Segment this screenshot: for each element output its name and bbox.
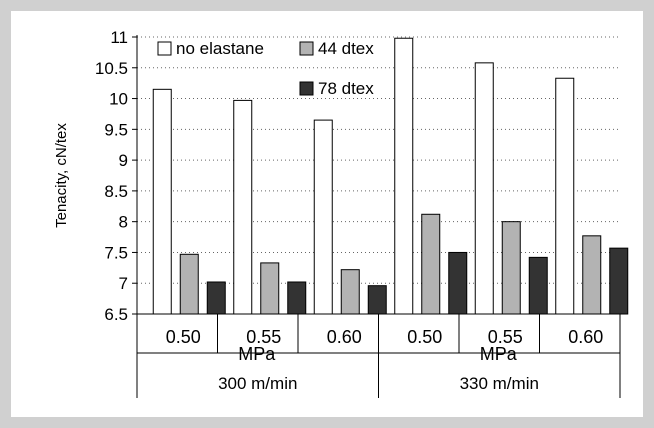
category-label: 0.60 (568, 327, 603, 347)
y-tick-label: 11 (110, 28, 128, 47)
category-label: 0.60 (327, 327, 362, 347)
category-label: 0.55 (488, 327, 523, 347)
y-tick-label: 9 (119, 151, 128, 170)
group-label: 330 m/min (460, 374, 539, 393)
bar-44-dtex (260, 262, 280, 315)
bar-78-dtex (448, 251, 468, 315)
legend-label: 44 dtex (318, 39, 374, 58)
bar-78-dtex (609, 247, 629, 315)
bar-no-elastane (152, 88, 172, 315)
bar-78-dtex (206, 281, 226, 315)
group-label: 300 m/min (218, 374, 297, 393)
y-tick-label: 9.5 (104, 120, 128, 139)
category-label: 0.50 (166, 327, 201, 347)
category-label: 0.50 (407, 327, 442, 347)
y-tick-label: 7.5 (104, 243, 128, 262)
legend-swatch (299, 41, 314, 56)
y-tick-label: 8 (119, 213, 128, 232)
category-unit-label: MPa (238, 344, 276, 364)
bar-78-dtex (287, 281, 307, 315)
bar-44-dtex (582, 235, 602, 315)
bar-44-dtex (179, 253, 199, 315)
legend-swatch (299, 81, 314, 96)
legend-swatch (157, 41, 172, 56)
bar-no-elastane (313, 119, 333, 315)
y-tick-label: 10.5 (95, 59, 128, 78)
legend-label: no elastane (176, 39, 264, 58)
y-tick-label: 7 (119, 274, 128, 293)
bar-no-elastane (555, 77, 575, 315)
bar-no-elastane (233, 99, 253, 315)
y-tick-label: 8.5 (104, 182, 128, 201)
category-label: 0.55 (246, 327, 281, 347)
bar-44-dtex (501, 221, 521, 315)
category-unit-label: MPa (480, 344, 518, 364)
y-tick-label: 10 (109, 90, 128, 109)
bar-no-elastane (474, 62, 494, 315)
y-tick-label: 6.5 (104, 305, 128, 324)
y-axis-label: Tenacity, cN/tex (53, 123, 70, 228)
bar-44-dtex (421, 213, 441, 315)
bar-78-dtex (367, 285, 387, 315)
bar-no-elastane (394, 37, 414, 315)
bar-44-dtex (340, 269, 360, 315)
bar-78-dtex (528, 256, 548, 315)
legend-label: 78 dtex (318, 79, 374, 98)
